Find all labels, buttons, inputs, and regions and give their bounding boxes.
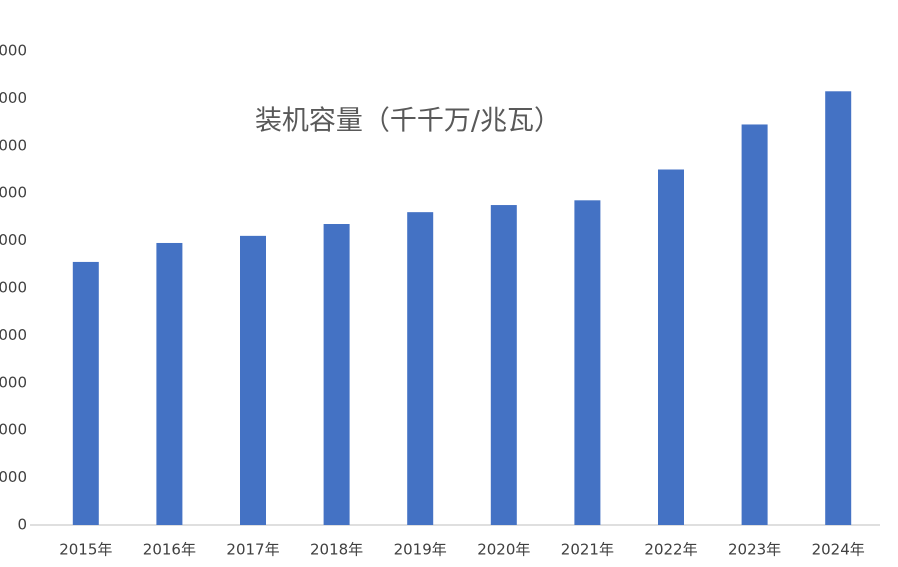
y-tick-label: 0 [17,516,27,534]
bar [72,261,99,525]
y-tick-label: 4000 [0,421,27,439]
x-tick-label: 2023年 [728,541,781,559]
bar [323,224,350,525]
x-tick-label: 2018年 [310,541,363,559]
y-tick-label: 2000 [0,468,27,486]
y-tick-label: 8000 [0,326,27,344]
chart-title: 装机容量（千千万/兆瓦） [255,106,561,137]
y-tick-label: 10000 [0,279,27,297]
y-tick-label: 14000 [0,184,27,202]
bar [574,200,601,525]
y-tick-label: 20000 [0,42,27,60]
y-tick-label: 16000 [0,136,27,154]
x-tick-label: 2024年 [812,541,865,559]
bar [825,91,852,525]
bar [156,242,183,525]
x-tick-label: 2019年 [394,541,447,559]
bar [741,124,768,525]
bar [240,235,266,526]
y-tick-label: 18000 [0,89,27,107]
x-tick-label: 2020年 [477,541,530,559]
bar [407,212,434,525]
x-tick-label: 2015年 [59,541,112,559]
x-tick-label: 2021年 [561,541,614,559]
y-tick-label: 6000 [0,373,27,391]
bar [490,205,517,526]
x-tick-label: 2017年 [226,541,279,559]
y-tick-label: 12000 [0,231,27,249]
x-tick-label: 2016年 [143,541,196,559]
x-tick-label: 2022年 [644,541,697,559]
bar [658,169,684,525]
